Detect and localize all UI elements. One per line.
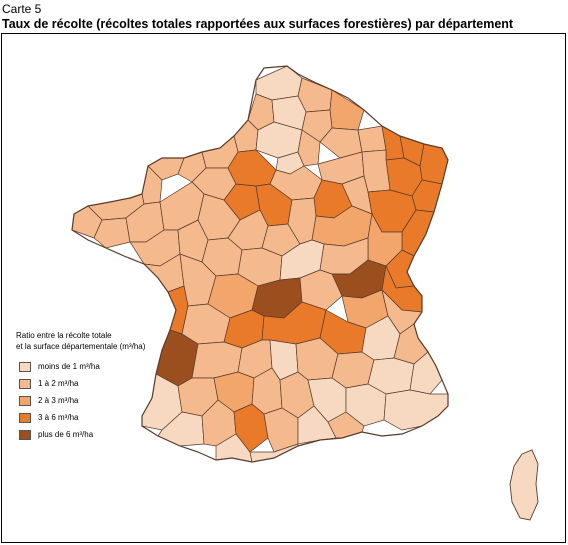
legend-label: plus de 6 m³/ha: [38, 430, 94, 439]
department-region: [329, 89, 365, 131]
department-region: [383, 389, 448, 431]
department-region: [357, 125, 387, 153]
legend-swatch: [19, 429, 31, 440]
department-region: [297, 129, 321, 167]
legend-label: 3 à 6 m³/ha: [38, 413, 79, 422]
legend-swatch: [19, 395, 31, 406]
legend-title-line1: Ratio entre la récolte totale: [16, 331, 112, 340]
legend-label: 1 à 2 m³/ha: [38, 379, 79, 388]
legend-item: moins de 1 m³/ha: [16, 361, 145, 372]
legend-item: plus de 6 m³/ha: [16, 429, 145, 440]
map-caption: Carte 5: [2, 2, 42, 16]
legend-item: 1 à 2 m³/ha: [16, 378, 145, 389]
legend-swatch: [19, 378, 31, 389]
legend-title-line2: et la surface départementale (m³/ha): [16, 342, 146, 351]
department-region: [255, 66, 303, 101]
legend-item: 3 à 6 m³/ha: [16, 412, 145, 423]
legend-label: 2 à 3 m³/ha: [38, 396, 79, 405]
legend-item: 2 à 3 m³/ha: [16, 395, 145, 406]
legend-swatch: [19, 361, 31, 372]
legend-swatch: [19, 412, 31, 423]
legend-label: moins de 1 m³/ha: [38, 362, 100, 371]
france-outline: [71, 65, 449, 463]
corsica-region: [509, 449, 539, 521]
legend-list: moins de 1 m³/ha 1 à 2 m³/ha 2 à 3 m³/ha…: [16, 361, 145, 440]
map-title: Taux de récolte (récoltes totales rappor…: [2, 17, 514, 31]
france-department-map: [71, 65, 539, 521]
map-frame: Ratio entre la récolte totale et la surf…: [1, 33, 566, 543]
map-legend: Ratio entre la récolte totale et la surf…: [16, 330, 145, 446]
